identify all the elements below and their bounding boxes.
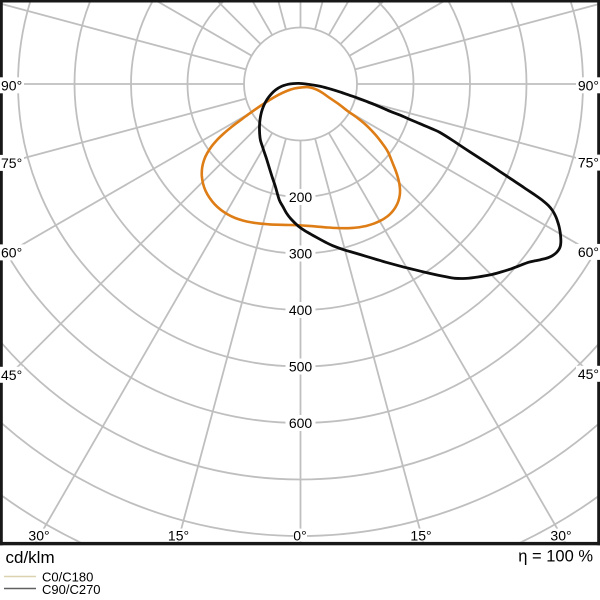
svg-text:C90/C270: C90/C270 xyxy=(42,582,101,597)
svg-text:90°: 90° xyxy=(1,77,22,93)
svg-text:75°: 75° xyxy=(1,155,22,171)
svg-text:45°: 45° xyxy=(1,367,22,383)
svg-text:15°: 15° xyxy=(410,527,431,543)
svg-text:75°: 75° xyxy=(578,155,599,171)
svg-text:45°: 45° xyxy=(578,366,599,382)
svg-text:60°: 60° xyxy=(1,244,22,260)
svg-text:400: 400 xyxy=(289,302,313,318)
svg-text:200: 200 xyxy=(289,189,313,205)
svg-text:500: 500 xyxy=(289,359,313,375)
svg-text:η = 100 %: η = 100 % xyxy=(518,548,593,566)
svg-text:60°: 60° xyxy=(578,244,599,260)
svg-text:90°: 90° xyxy=(578,77,599,93)
svg-text:15°: 15° xyxy=(168,527,189,543)
svg-text:30°: 30° xyxy=(28,527,49,543)
svg-text:0°: 0° xyxy=(293,527,306,543)
svg-text:C0/C180: C0/C180 xyxy=(42,570,93,585)
svg-text:600: 600 xyxy=(289,415,313,431)
svg-text:cd/klm: cd/klm xyxy=(6,548,55,567)
svg-text:300: 300 xyxy=(289,246,313,262)
svg-text:30°: 30° xyxy=(550,527,571,543)
